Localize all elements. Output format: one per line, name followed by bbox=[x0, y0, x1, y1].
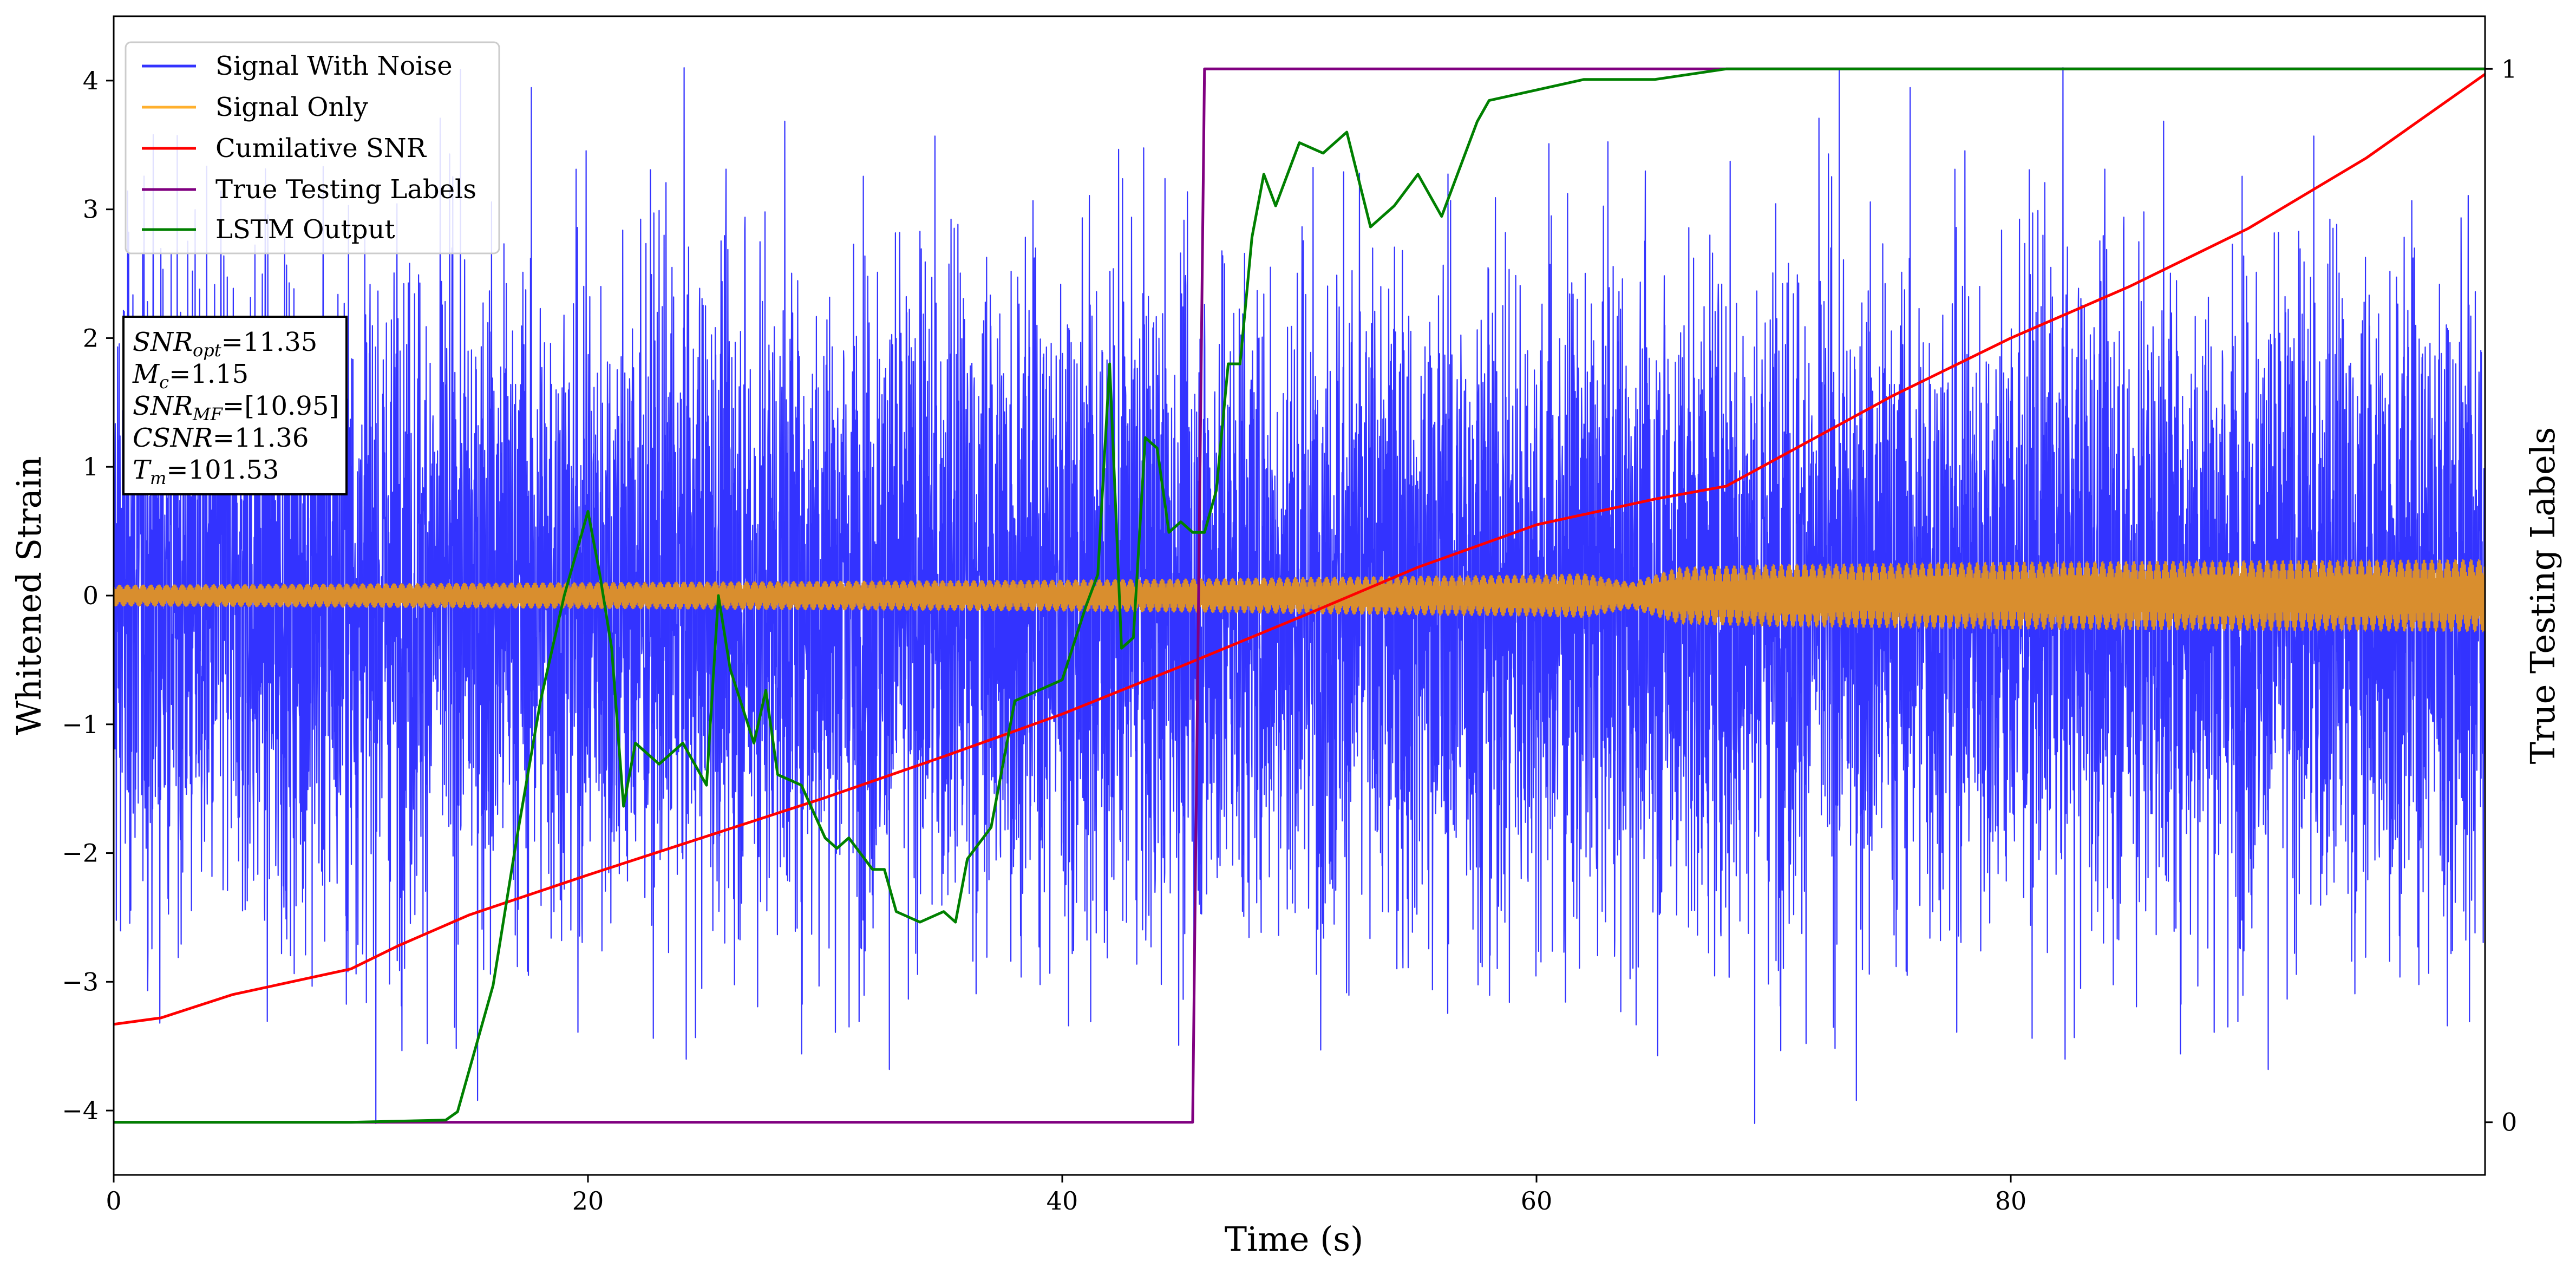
series-signal-only bbox=[114, 559, 2485, 632]
legend-box bbox=[125, 41, 500, 254]
legend-label-labels: True Testing Labels bbox=[215, 174, 476, 205]
info-snr-mf: SNRMF=[10.95] bbox=[133, 391, 339, 424]
series-lstm-output bbox=[114, 67, 2485, 1124]
legend: Signal With Noise Signal Only Cumilative… bbox=[125, 41, 500, 254]
x-tick-label-80: 80 bbox=[1995, 1186, 2027, 1216]
x-tick-label-40: 40 bbox=[1047, 1186, 1078, 1216]
y2-tick-label-1: 1 bbox=[2501, 54, 2517, 83]
y-tick-label--2: −2 bbox=[62, 839, 99, 868]
series-signal-with-noise bbox=[114, 67, 2485, 1124]
series-cumilative-snr bbox=[114, 73, 2485, 1026]
info-tm: Tm=101.53 bbox=[133, 455, 279, 488]
legend-label-lstm: LSTM Output bbox=[215, 214, 395, 245]
y-tick-label--3: −3 bbox=[62, 967, 99, 996]
y2-tick-label-0: 0 bbox=[2501, 1108, 2517, 1137]
y-tick-label-1: 1 bbox=[83, 452, 99, 481]
y-tick-label-0: 0 bbox=[83, 581, 99, 610]
info-box-frame bbox=[122, 316, 348, 495]
info-csnr: CSNR=11.36 bbox=[133, 423, 309, 453]
info-snr-opt: SNRopt=11.35 bbox=[133, 327, 317, 361]
x-tick-label-0: 0 bbox=[106, 1186, 121, 1216]
x-tick-label-60: 60 bbox=[1521, 1186, 1553, 1216]
y-axis-title: Whitened Strain bbox=[9, 456, 49, 735]
y-tick-label--4: −4 bbox=[62, 1096, 99, 1125]
info-chirp-mass: Mc=1.15 bbox=[132, 359, 249, 393]
y-tick-label-4: 4 bbox=[83, 66, 99, 95]
y2-axis-title: True Testing Labels bbox=[2523, 427, 2562, 765]
y-tick-label--1: −1 bbox=[62, 710, 99, 739]
plot-area bbox=[114, 67, 2485, 1124]
y-tick-label-3: 3 bbox=[83, 195, 99, 224]
legend-label-csnr: Cumilative SNR bbox=[215, 133, 427, 164]
legend-label-signal: Signal Only bbox=[215, 92, 368, 122]
x-axis-title: Time (s) bbox=[1225, 1219, 1364, 1259]
info-box: SNRopt=11.35 Mc=1.15 SNRMF=[10.95] CSNR=… bbox=[122, 316, 348, 495]
legend-label-noise: Signal With Noise bbox=[215, 51, 453, 81]
y-tick-label-2: 2 bbox=[83, 323, 99, 352]
x-tick-label-20: 20 bbox=[572, 1186, 604, 1216]
